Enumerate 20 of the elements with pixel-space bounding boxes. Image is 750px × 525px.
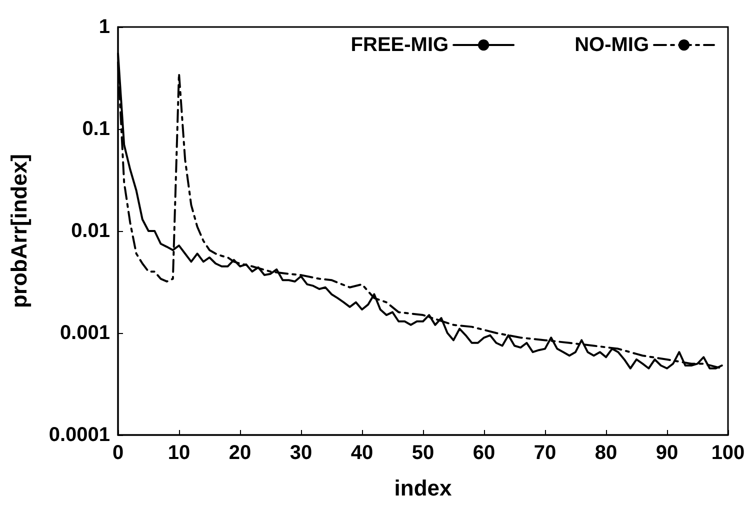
x-tick-label: 60 [472, 442, 496, 464]
legend-label: FREE-MIG [350, 34, 449, 56]
x-tick-label: 20 [228, 442, 252, 464]
x-tick-label: 40 [350, 442, 374, 464]
x-axis-title: index [394, 476, 452, 500]
y-tick-label: 0.0001 [48, 424, 110, 446]
y-tick-label: 1 [98, 16, 110, 38]
x-tick-label: 10 [168, 442, 190, 464]
x-tick-label: 90 [656, 442, 678, 464]
x-tick-label: 100 [711, 442, 745, 464]
y-axis-title: probArr[index] [6, 154, 32, 308]
x-tick-label: 30 [290, 442, 312, 464]
y-tick-label: 0.1 [82, 118, 110, 140]
x-tick-label: 50 [412, 442, 434, 464]
x-tick-label: 80 [594, 442, 618, 464]
legend-label: NO-MIG [574, 34, 649, 56]
x-tick-label: 70 [534, 442, 556, 464]
y-tick-label: 0.01 [71, 220, 110, 242]
x-tick-label: 0 [112, 442, 124, 464]
y-tick-label: 0.001 [60, 322, 110, 344]
